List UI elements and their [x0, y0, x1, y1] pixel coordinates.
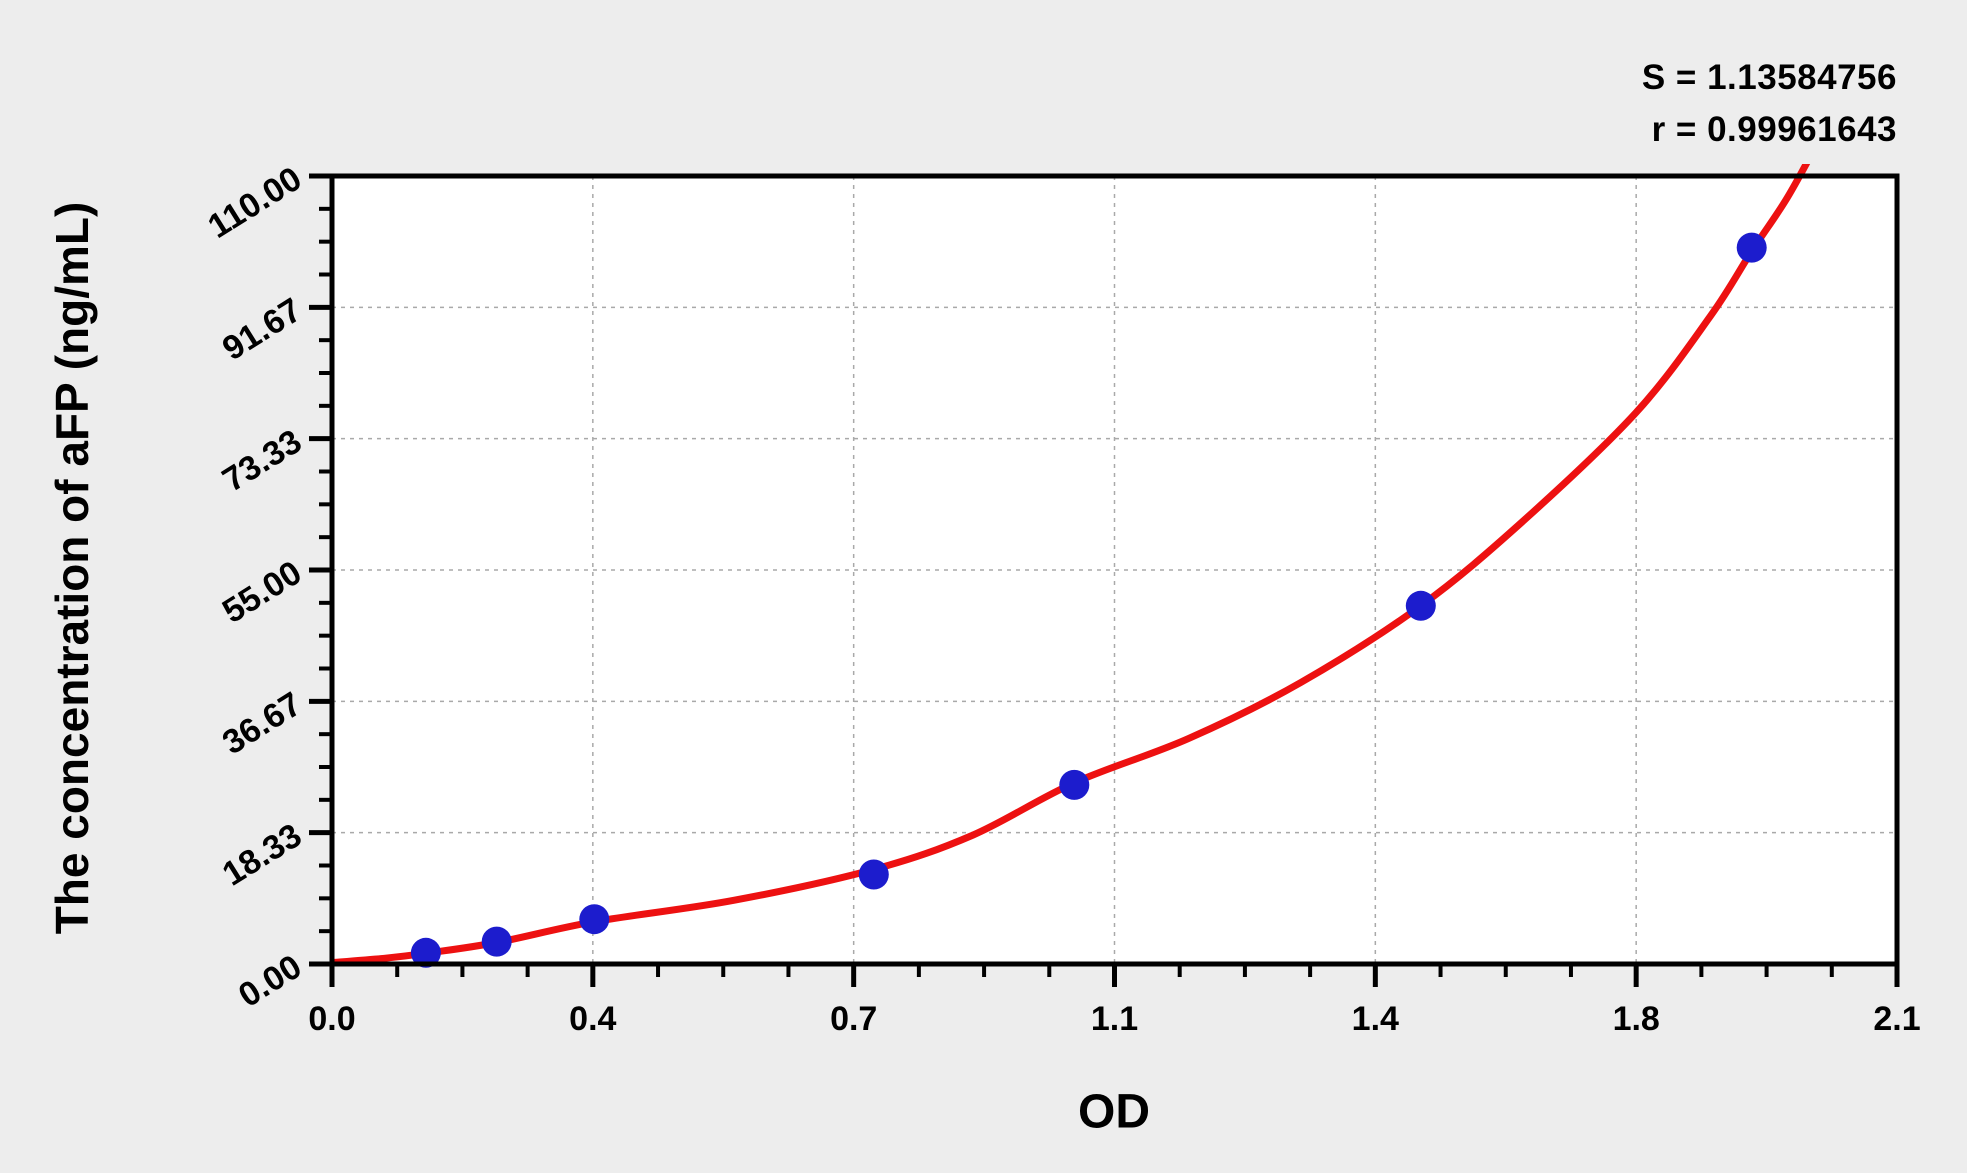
y-tick-label: 110.00 — [201, 160, 308, 246]
x-axis-title: OD — [1078, 1085, 1150, 1139]
stat-correlation: r = 0.99961643 — [1651, 110, 1897, 149]
stat-slope: S = 1.13584756 — [1641, 58, 1897, 97]
x-tick-label: 1.1 — [1091, 1000, 1138, 1038]
fitted-curve-line — [330, 164, 1811, 967]
plot-background — [332, 176, 1897, 964]
data-point — [410, 937, 441, 968]
data-point — [858, 859, 889, 890]
x-tick-label: 0.7 — [830, 1000, 877, 1038]
data-point — [1405, 590, 1436, 621]
y-tick-label: 91.67 — [216, 291, 308, 368]
y-tick-label: 73.33 — [216, 422, 308, 499]
y-axis-title: The concentration of aFP (ng/mL) — [46, 201, 98, 935]
x-tick-label: 1.4 — [1352, 1000, 1399, 1038]
standard-points — [410, 232, 1767, 968]
x-tick-label: 0.0 — [308, 1000, 355, 1038]
y-tick-label: 55.00 — [216, 554, 308, 631]
data-point — [481, 926, 512, 957]
axis-ticks — [309, 173, 1900, 987]
y-tick-label: 36.67 — [216, 685, 308, 762]
x-tick-label: 1.8 — [1613, 1000, 1660, 1038]
data-point — [1059, 769, 1090, 800]
y-tick-label: 18.33 — [216, 816, 308, 893]
x-tick-label: 0.4 — [569, 1000, 616, 1038]
x-tick-label: 2.1 — [1873, 1000, 1920, 1038]
y-tick-label: 0.00 — [232, 948, 308, 1015]
data-point — [579, 904, 610, 935]
fit-statistics: S = 1.13584756 r = 0.99961643 — [1642, 52, 1897, 156]
data-point — [1736, 232, 1767, 263]
